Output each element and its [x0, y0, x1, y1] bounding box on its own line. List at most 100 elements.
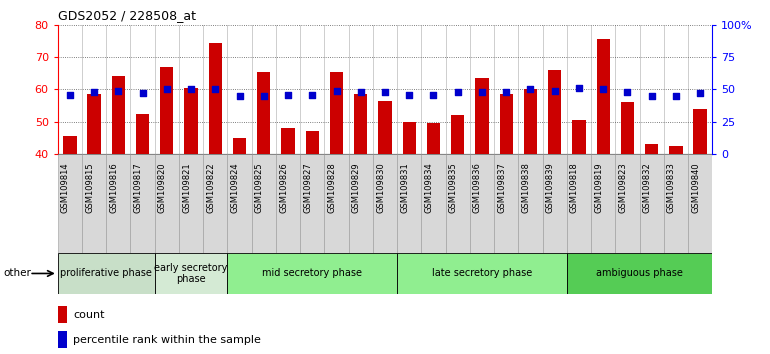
Text: early secretory
phase: early secretory phase	[155, 263, 228, 284]
Point	[694, 90, 706, 96]
Text: GSM109818: GSM109818	[570, 162, 579, 213]
Bar	[354, 94, 367, 154]
Text: GSM109833: GSM109833	[667, 162, 676, 213]
Point	[112, 88, 125, 93]
FancyBboxPatch shape	[227, 253, 397, 294]
Text: GSM109837: GSM109837	[497, 162, 506, 213]
Text: GSM109817: GSM109817	[133, 162, 142, 213]
FancyBboxPatch shape	[349, 154, 373, 253]
FancyBboxPatch shape	[518, 154, 543, 253]
Bar	[281, 128, 295, 154]
Text: GSM109829: GSM109829	[352, 162, 361, 212]
Point	[88, 89, 100, 95]
Bar	[500, 94, 513, 154]
Point	[597, 86, 609, 92]
Bar	[330, 72, 343, 154]
Text: GSM109816: GSM109816	[109, 162, 119, 213]
Point	[621, 89, 634, 95]
FancyBboxPatch shape	[470, 154, 494, 253]
Text: GSM109826: GSM109826	[279, 162, 288, 213]
Bar	[63, 136, 76, 154]
Text: GSM109827: GSM109827	[303, 162, 313, 213]
Point	[209, 86, 222, 92]
Bar	[136, 114, 149, 154]
Text: count: count	[73, 310, 105, 320]
FancyBboxPatch shape	[58, 154, 82, 253]
FancyBboxPatch shape	[543, 154, 567, 253]
FancyBboxPatch shape	[591, 154, 615, 253]
Text: GSM109822: GSM109822	[206, 162, 216, 212]
Point	[427, 92, 440, 97]
Point	[670, 93, 682, 99]
Text: GSM109823: GSM109823	[618, 162, 628, 213]
Text: GDS2052 / 228508_at: GDS2052 / 228508_at	[58, 9, 196, 22]
Bar	[621, 102, 634, 154]
Text: proliferative phase: proliferative phase	[60, 268, 152, 279]
Bar	[427, 123, 440, 154]
Point	[645, 93, 658, 99]
Bar	[58, 331, 68, 348]
FancyBboxPatch shape	[664, 154, 688, 253]
Point	[451, 89, 464, 95]
Bar	[403, 122, 416, 154]
Point	[403, 92, 415, 97]
Text: GSM109828: GSM109828	[327, 162, 336, 213]
Point	[476, 89, 488, 95]
Point	[355, 89, 367, 95]
Bar	[548, 70, 561, 154]
Text: GSM109821: GSM109821	[182, 162, 191, 212]
Text: GSM109820: GSM109820	[158, 162, 167, 212]
Text: GSM109824: GSM109824	[230, 162, 239, 212]
FancyBboxPatch shape	[615, 154, 640, 253]
Point	[548, 88, 561, 93]
Text: GSM109840: GSM109840	[691, 162, 700, 212]
Text: GSM109838: GSM109838	[521, 162, 531, 213]
FancyBboxPatch shape	[155, 154, 179, 253]
FancyBboxPatch shape	[252, 154, 276, 253]
Text: GSM109814: GSM109814	[61, 162, 70, 212]
Bar	[88, 94, 101, 154]
Bar	[184, 88, 198, 154]
Point	[500, 89, 512, 95]
Bar	[694, 109, 707, 154]
Bar	[524, 89, 537, 154]
Bar	[645, 144, 658, 154]
Point	[233, 93, 246, 99]
FancyBboxPatch shape	[688, 154, 712, 253]
Bar	[378, 101, 392, 154]
Point	[136, 90, 149, 96]
Bar	[209, 42, 222, 154]
FancyBboxPatch shape	[640, 154, 664, 253]
Text: GSM109825: GSM109825	[255, 162, 264, 212]
FancyBboxPatch shape	[397, 154, 421, 253]
Text: mid secretory phase: mid secretory phase	[263, 268, 362, 279]
Text: GSM109832: GSM109832	[643, 162, 651, 213]
FancyBboxPatch shape	[58, 253, 155, 294]
FancyBboxPatch shape	[494, 154, 518, 253]
Point	[64, 92, 76, 97]
FancyBboxPatch shape	[227, 154, 252, 253]
Bar	[475, 78, 489, 154]
Bar	[572, 120, 586, 154]
FancyBboxPatch shape	[203, 154, 227, 253]
Text: late secretory phase: late secretory phase	[432, 268, 532, 279]
FancyBboxPatch shape	[567, 253, 712, 294]
FancyBboxPatch shape	[106, 154, 130, 253]
Bar	[306, 131, 319, 154]
Point	[379, 89, 391, 95]
FancyBboxPatch shape	[446, 154, 470, 253]
Text: GSM109819: GSM109819	[594, 162, 603, 212]
Point	[258, 93, 270, 99]
Point	[573, 85, 585, 91]
Point	[524, 86, 537, 92]
Bar	[257, 72, 270, 154]
Bar	[58, 306, 68, 323]
Bar	[233, 138, 246, 154]
FancyBboxPatch shape	[82, 154, 106, 253]
FancyBboxPatch shape	[324, 154, 349, 253]
FancyBboxPatch shape	[397, 253, 567, 294]
Text: other: other	[4, 268, 32, 279]
Point	[282, 92, 294, 97]
Text: ambiguous phase: ambiguous phase	[596, 268, 683, 279]
Text: GSM109830: GSM109830	[376, 162, 385, 213]
